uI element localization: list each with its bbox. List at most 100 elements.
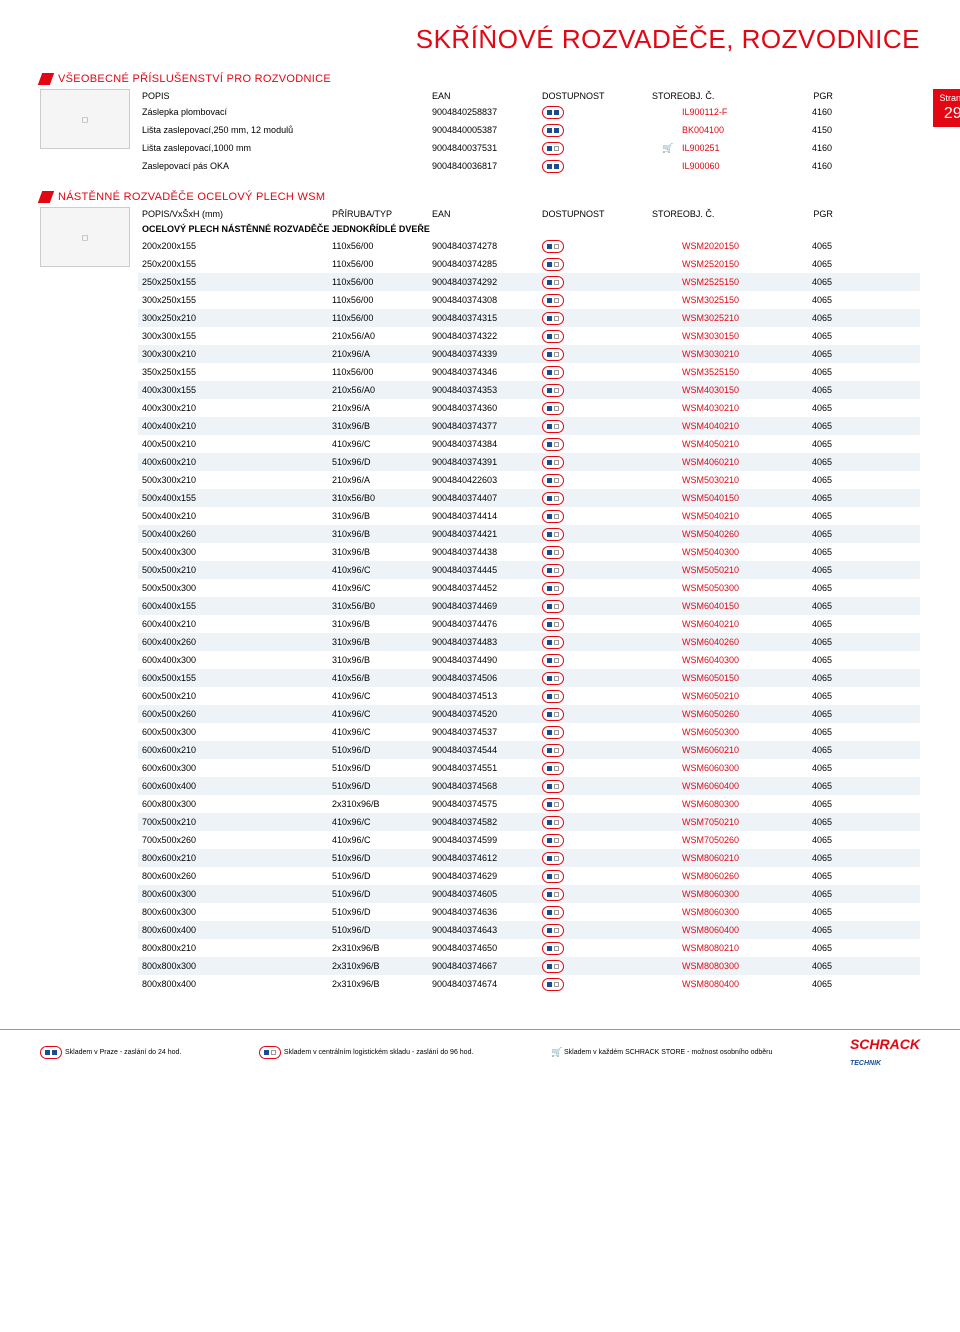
product-code[interactable]: WSM5050300 — [682, 583, 782, 593]
product-code[interactable]: WSM2020150 — [682, 241, 782, 251]
product-code[interactable]: WSM5040260 — [682, 529, 782, 539]
page-number-badge: Strana 29 — [933, 89, 960, 127]
table-row: Zaslepovací pás OKA9004840036817IL900060… — [138, 157, 946, 175]
section2-thumbnail: ◻ — [40, 207, 130, 993]
stock-badge — [542, 978, 564, 991]
stock-badge — [542, 258, 564, 271]
product-code[interactable]: IL900112-F — [682, 107, 782, 117]
table-row: 300x250x155110x56/009004840374308WSM3025… — [138, 291, 920, 309]
product-code[interactable]: WSM4050210 — [682, 439, 782, 449]
table-row: 300x300x155210x56/A09004840374322WSM3030… — [138, 327, 920, 345]
product-code[interactable]: WSM8060260 — [682, 871, 782, 881]
table-row: 500x400x260310x96/B9004840374421WSM50402… — [138, 525, 920, 543]
product-code[interactable]: WSM8060210 — [682, 853, 782, 863]
table-row: 800x600x260510x96/D9004840374629WSM80602… — [138, 867, 920, 885]
section1-header: VŠEOBECNÉ PŘÍSLUŠENSTVÍ PRO ROZVODNICE — [40, 73, 920, 85]
product-code[interactable]: WSM5040210 — [682, 511, 782, 521]
product-code[interactable]: WSM6040300 — [682, 655, 782, 665]
stock-badge — [542, 762, 564, 775]
product-code[interactable]: WSM6050300 — [682, 727, 782, 737]
section2-header: NÁSTĚNNÉ ROZVADĚČE OCELOVÝ PLECH WSM — [40, 191, 920, 203]
footer-legend-3: Skladem v každém SCHRACK STORE - možnost… — [564, 1049, 772, 1056]
product-code[interactable]: WSM4040210 — [682, 421, 782, 431]
table-row: Lišta zaslepovací,1000 mm9004840037531🛒I… — [138, 139, 946, 157]
product-code[interactable]: WSM8080400 — [682, 979, 782, 989]
table-header: POPIS/VxŠxH (mm)PŘÍRUBA/TYPEANDOSTUPNOST… — [138, 207, 920, 221]
product-code[interactable]: WSM6050260 — [682, 709, 782, 719]
product-code[interactable]: WSM3025150 — [682, 295, 782, 305]
table-row: 600x800x3002x310x96/B9004840374575WSM608… — [138, 795, 920, 813]
stock-badge — [542, 366, 564, 379]
table-row: 800x600x400510x96/D9004840374643WSM80604… — [138, 921, 920, 939]
product-code[interactable]: WSM8060400 — [682, 925, 782, 935]
product-code[interactable]: WSM6060300 — [682, 763, 782, 773]
stock-badge — [542, 852, 564, 865]
table-row: 800x600x300510x96/D9004840374636WSM80603… — [138, 903, 920, 921]
product-code[interactable]: WSM5040300 — [682, 547, 782, 557]
table-row: 600x600x400510x96/D9004840374568WSM60604… — [138, 777, 920, 795]
product-code[interactable]: WSM6040260 — [682, 637, 782, 647]
stock-badge — [542, 348, 564, 361]
product-code[interactable]: BK004100 — [682, 125, 782, 135]
table-row: 600x400x210310x96/B9004840374476WSM60402… — [138, 615, 920, 633]
section-marker-icon — [38, 73, 54, 85]
section1-title: VŠEOBECNÉ PŘÍSLUŠENSTVÍ PRO ROZVODNICE — [58, 73, 331, 85]
section2-title: NÁSTĚNNÉ ROZVADĚČE OCELOVÝ PLECH WSM — [58, 191, 325, 203]
product-code[interactable]: WSM8080210 — [682, 943, 782, 953]
product-code[interactable]: WSM8060300 — [682, 889, 782, 899]
table-row: 500x400x300310x96/B9004840374438WSM50403… — [138, 543, 920, 561]
stock-badge — [542, 834, 564, 847]
stock-badge — [542, 492, 564, 505]
stock-badge — [542, 312, 564, 325]
table-row: 250x250x155110x56/009004840374292WSM2525… — [138, 273, 920, 291]
stock-badge — [542, 798, 564, 811]
product-code[interactable]: IL900251 — [682, 143, 782, 153]
product-code[interactable]: WSM6080300 — [682, 799, 782, 809]
product-code[interactable]: WSM6050210 — [682, 691, 782, 701]
product-code[interactable]: WSM3030210 — [682, 349, 782, 359]
stock-badge — [542, 384, 564, 397]
product-code[interactable]: IL900060 — [682, 161, 782, 171]
table-row: 600x400x300310x96/B9004840374490WSM60403… — [138, 651, 920, 669]
stock-badge — [542, 546, 564, 559]
product-code[interactable]: WSM8060300 — [682, 907, 782, 917]
product-code[interactable]: WSM5050210 — [682, 565, 782, 575]
product-code[interactable]: WSM5040150 — [682, 493, 782, 503]
table-row: 200x200x155110x56/009004840374278WSM2020… — [138, 237, 920, 255]
product-code[interactable]: WSM7050260 — [682, 835, 782, 845]
product-code[interactable]: WSM6050150 — [682, 673, 782, 683]
product-code[interactable]: WSM4030150 — [682, 385, 782, 395]
stock-badge — [542, 942, 564, 955]
product-code[interactable]: WSM6040150 — [682, 601, 782, 611]
product-code[interactable]: WSM6060210 — [682, 745, 782, 755]
product-code[interactable]: WSM3525150 — [682, 367, 782, 377]
table-row: 800x800x3002x310x96/B9004840374667WSM808… — [138, 957, 920, 975]
product-code[interactable]: WSM6060400 — [682, 781, 782, 791]
stock-badge — [542, 816, 564, 829]
stock-badge — [542, 906, 564, 919]
table-row: 600x400x260310x96/B9004840374483WSM60402… — [138, 633, 920, 651]
table-row: 800x600x210510x96/D9004840374612WSM80602… — [138, 849, 920, 867]
stock-badge — [542, 618, 564, 631]
product-code[interactable]: WSM2520150 — [682, 259, 782, 269]
stock-badge — [542, 528, 564, 541]
product-code[interactable]: WSM7050210 — [682, 817, 782, 827]
stock-badge — [542, 888, 564, 901]
product-code[interactable]: WSM5030210 — [682, 475, 782, 485]
table-header: POPISEANDOSTUPNOSTSTOREOBJ. Č.PGR — [138, 89, 946, 103]
table-row: 400x600x210510x96/D9004840374391WSM40602… — [138, 453, 920, 471]
product-code[interactable]: WSM3030150 — [682, 331, 782, 341]
product-code[interactable]: WSM8080300 — [682, 961, 782, 971]
footer-legend-1: Skladem v Praze - zaslání do 24 hod. — [65, 1049, 181, 1056]
stock-badge — [542, 672, 564, 685]
product-code[interactable]: WSM3025210 — [682, 313, 782, 323]
stock-badge — [542, 160, 564, 173]
table-row: 400x300x210210x96/A9004840374360WSM40302… — [138, 399, 920, 417]
stock-badge — [542, 510, 564, 523]
product-code[interactable]: WSM4030210 — [682, 403, 782, 413]
product-code[interactable]: WSM4060210 — [682, 457, 782, 467]
product-code[interactable]: WSM6040210 — [682, 619, 782, 629]
stock-badge — [542, 420, 564, 433]
product-code[interactable]: WSM2525150 — [682, 277, 782, 287]
table-row: 600x500x155410x56/B9004840374506WSM60501… — [138, 669, 920, 687]
